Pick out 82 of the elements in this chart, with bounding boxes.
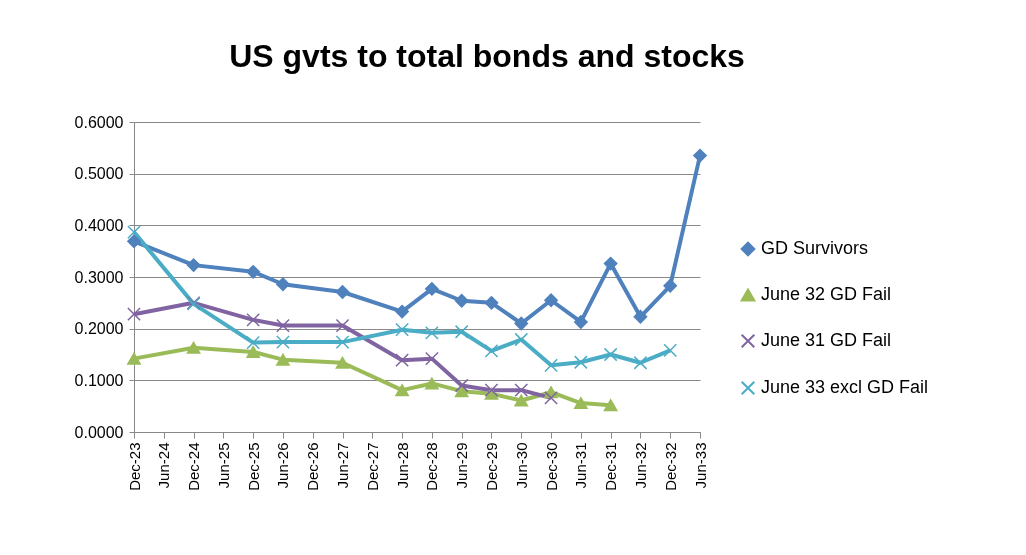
x-tick-label: Jun-25 (214, 442, 232, 489)
y-tick-label: 0.4000 (74, 216, 124, 234)
point (544, 358, 558, 373)
point (395, 304, 409, 319)
point (573, 397, 588, 410)
point (603, 256, 618, 271)
legend-label: June 33 excl GD Fail (761, 377, 929, 397)
x-tick-label: Dec-29 (482, 442, 500, 491)
legend-label: June 32 GD Fail (761, 284, 892, 304)
x-tick-label: Dec-26 (304, 442, 322, 491)
point (127, 234, 141, 249)
point (544, 391, 558, 405)
point (246, 345, 261, 358)
point (573, 315, 588, 329)
point (186, 341, 201, 354)
x-tick-label: Dec-24 (185, 442, 203, 491)
x-tick-label: Dec-25 (244, 442, 262, 491)
chart-title: US gvts to total bonds and stocks (229, 38, 745, 74)
x-tick-label: Jun-32 (631, 442, 649, 489)
point (454, 378, 469, 393)
point (454, 385, 469, 398)
point (276, 335, 290, 349)
point (246, 335, 261, 350)
legend-label: June 31 GD Fail (761, 330, 892, 350)
point (127, 307, 141, 322)
x-tick-label: Dec-27 (363, 442, 381, 491)
x-tick-label: Dec-23 (125, 442, 143, 491)
legend-label: GD Survivors (761, 238, 869, 258)
point (484, 344, 499, 358)
y-tick-label: 0.1000 (74, 371, 124, 389)
point (246, 313, 261, 327)
point (514, 316, 529, 331)
point (514, 332, 529, 347)
point (395, 322, 409, 337)
point (127, 225, 141, 239)
x-tick-label: Jun-29 (453, 442, 471, 489)
x-tick-label: Jun-28 (393, 442, 411, 489)
point (514, 394, 529, 407)
point (276, 277, 290, 292)
point (425, 282, 439, 296)
x-tick-label: Dec-30 (542, 442, 560, 491)
point (425, 351, 439, 366)
point (663, 278, 678, 293)
point (693, 148, 707, 163)
point (276, 318, 290, 333)
point (127, 352, 141, 365)
x-tick-label: Dec-28 (423, 442, 441, 491)
point (276, 353, 290, 366)
x-tick-label: Jun-33 (691, 442, 709, 489)
x-tick-label: Jun-27 (334, 442, 352, 489)
point (335, 356, 350, 369)
point (395, 353, 409, 368)
x-tick-label: Jun-31 (572, 442, 590, 489)
point (484, 295, 499, 310)
point (603, 399, 618, 412)
point (335, 285, 350, 299)
point (335, 318, 350, 333)
x-tick-label: Dec-32 (661, 442, 679, 491)
x-tick-label: Jun-24 (155, 442, 173, 489)
point (246, 264, 261, 279)
point (425, 377, 439, 390)
point (395, 384, 409, 397)
point (633, 355, 648, 370)
y-tick-label: 0.2000 (74, 320, 124, 338)
x-tick-label: Jun-26 (274, 442, 292, 489)
point (425, 325, 439, 340)
point (573, 355, 588, 370)
y-tick-label: 0.5000 (74, 165, 124, 183)
point (633, 309, 648, 324)
y-tick-label: 0.3000 (74, 268, 124, 286)
point (663, 343, 678, 358)
point (603, 347, 618, 362)
y-tick-label: 0.6000 (74, 113, 124, 131)
point (335, 335, 350, 349)
x-tick-label: Jun-30 (512, 442, 530, 489)
point (454, 293, 469, 308)
point (514, 383, 529, 398)
y-tick-label: 0.0000 (74, 423, 124, 441)
point (544, 293, 558, 308)
point (186, 258, 201, 272)
x-tick-label: Dec-31 (602, 442, 620, 491)
point (454, 324, 469, 339)
